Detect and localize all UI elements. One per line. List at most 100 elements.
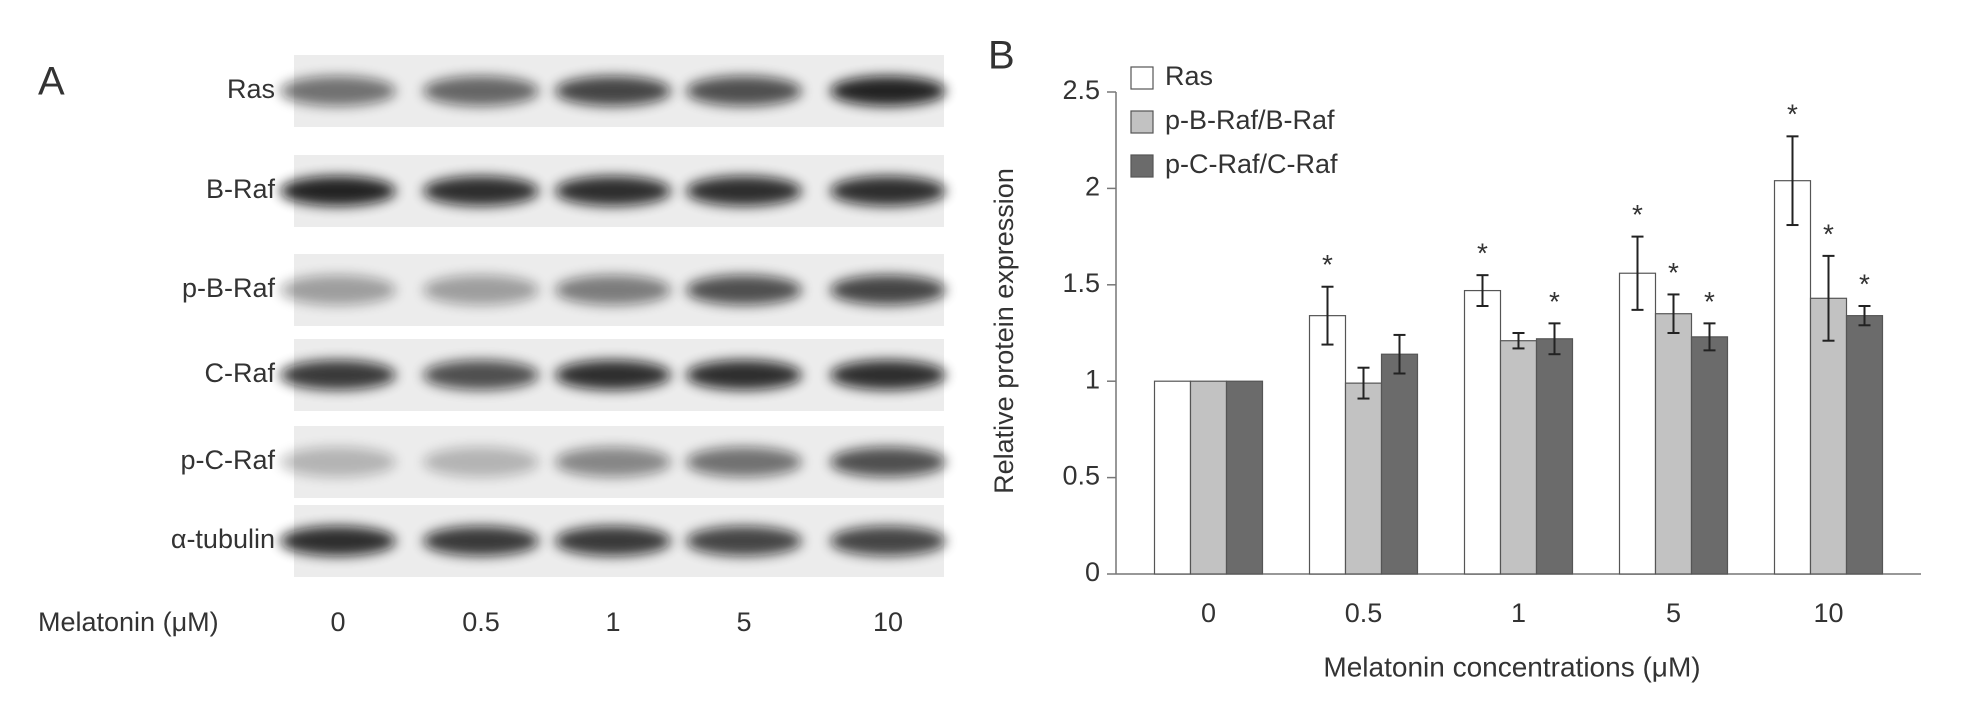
bar <box>1308 315 1347 575</box>
bar <box>1463 289 1502 575</box>
blot-band <box>280 526 396 556</box>
error-bar <box>1512 332 1525 350</box>
lane-label: 0.5 <box>462 607 500 637</box>
legend-label: Ras <box>1165 61 1213 91</box>
blot-band <box>830 275 946 305</box>
y-tick-label: 2.5 <box>1062 75 1100 105</box>
bar <box>1380 353 1419 575</box>
legend-label: p-B-Raf/B-Raf <box>1165 105 1335 135</box>
bar <box>1654 313 1693 575</box>
lane-label: 10 <box>873 607 903 637</box>
legend-swatch <box>1130 154 1154 178</box>
bar <box>1690 336 1729 575</box>
bar <box>1153 380 1192 575</box>
bar <box>1535 338 1574 575</box>
error-bar <box>1703 322 1716 352</box>
blot-band <box>555 526 671 556</box>
error-bar <box>1548 322 1561 356</box>
blot-band <box>423 447 539 477</box>
blot-band <box>686 275 802 305</box>
blot-band <box>555 176 671 206</box>
error-bar <box>1858 305 1871 327</box>
y-tick-label: 2 <box>1085 172 1100 202</box>
blot-band <box>830 176 946 206</box>
lane-label: 0 <box>330 607 345 637</box>
significance-marker: * <box>1477 238 1488 269</box>
bar <box>1845 315 1884 575</box>
blot-band <box>830 360 946 390</box>
significance-marker: * <box>1787 99 1798 130</box>
legend-swatch <box>1130 110 1154 134</box>
significance-marker: * <box>1668 257 1679 288</box>
lane-axis-label: Melatonin (μM) <box>38 607 219 637</box>
x-tick-label: 1 <box>1511 598 1526 628</box>
legend-label: p-C-Raf/C-Raf <box>1165 149 1338 179</box>
error-bar <box>1822 254 1835 342</box>
bar <box>1344 382 1383 575</box>
x-tick-label: 0.5 <box>1345 598 1383 628</box>
significance-marker: * <box>1823 218 1834 249</box>
blot-band <box>423 176 539 206</box>
blot-band <box>830 447 946 477</box>
x-tick-label: 10 <box>1813 598 1843 628</box>
row-label: α-tubulin <box>171 524 275 554</box>
y-tick-label: 1.5 <box>1062 268 1100 298</box>
blot-band <box>423 360 539 390</box>
panel-label: A <box>38 60 65 104</box>
blot-band <box>686 360 802 390</box>
error-bar <box>1393 333 1406 375</box>
blot-band <box>423 76 539 106</box>
x-tick-label: 5 <box>1666 598 1681 628</box>
y-tick-label: 1 <box>1085 364 1100 394</box>
bar <box>1618 272 1657 575</box>
blot-band <box>423 275 539 305</box>
error-bar <box>1786 135 1799 227</box>
row-label: C-Raf <box>204 358 275 388</box>
error-bar <box>1631 235 1644 311</box>
blot-band <box>280 360 396 390</box>
bar <box>1499 340 1538 575</box>
significance-marker: * <box>1632 199 1643 230</box>
significance-marker: * <box>1322 249 1333 280</box>
blot-band <box>555 360 671 390</box>
significance-marker: * <box>1549 286 1560 317</box>
bar <box>1225 380 1264 575</box>
row-label: p-B-Raf <box>182 273 276 303</box>
blot-band <box>280 76 396 106</box>
x-axis-label: Melatonin concentrations (μM) <box>1323 651 1700 682</box>
error-bar <box>1667 293 1680 334</box>
blot-band <box>555 76 671 106</box>
lane-label: 1 <box>605 607 620 637</box>
blot-band <box>830 76 946 106</box>
blot-band <box>686 526 802 556</box>
y-axis-label: Relative protein expression <box>989 168 1019 494</box>
blot-band <box>280 447 396 477</box>
legend-swatch <box>1130 66 1154 90</box>
blot-band <box>686 76 802 106</box>
row-label: p-C-Raf <box>180 445 275 475</box>
blot-band <box>555 447 671 477</box>
blot-band <box>280 275 396 305</box>
error-bar <box>1357 366 1370 400</box>
error-bar <box>1321 285 1334 346</box>
panel-label: B <box>988 34 1015 78</box>
blot-band <box>423 526 539 556</box>
x-tick-label: 0 <box>1201 598 1216 628</box>
bar <box>1809 297 1848 575</box>
lane-label: 5 <box>736 607 751 637</box>
blot-band <box>830 526 946 556</box>
blot-band <box>686 447 802 477</box>
row-label: Ras <box>227 74 275 104</box>
significance-marker: * <box>1704 286 1715 317</box>
y-tick-label: 0.5 <box>1062 461 1100 491</box>
blot-band <box>686 176 802 206</box>
error-bar <box>1476 274 1489 308</box>
bar <box>1773 180 1812 575</box>
bar <box>1189 380 1228 575</box>
significance-marker: * <box>1859 268 1870 299</box>
blot-band <box>555 275 671 305</box>
blot-band <box>280 176 396 206</box>
row-label: B-Raf <box>206 174 276 204</box>
